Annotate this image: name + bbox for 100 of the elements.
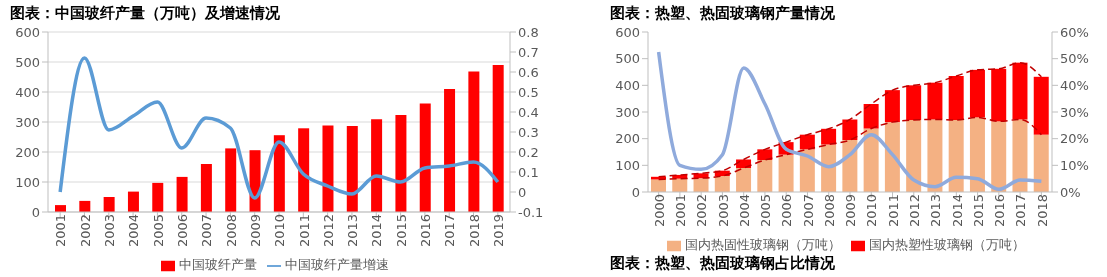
x-tick-label: 2002 [694, 194, 710, 228]
bar [863, 104, 879, 129]
bar [298, 128, 310, 212]
x-tick-label: 2013 [928, 194, 944, 228]
bar [948, 120, 964, 192]
y-tick-label: 300 [615, 104, 640, 120]
x-tick-label: 2011 [885, 194, 901, 228]
bar [969, 69, 985, 118]
y2-tick-label: 20% [1060, 131, 1089, 147]
bar [778, 154, 794, 192]
bar [273, 135, 285, 212]
y2-tick-label: 0.3 [518, 124, 539, 140]
x-tick-label: 2005 [758, 194, 774, 228]
y2-tick-label: 60% [1060, 24, 1089, 40]
x-tick-label: 2003 [102, 214, 118, 248]
x-tick-label: 2018 [1034, 194, 1050, 228]
x-tick-label: 2005 [150, 214, 166, 248]
bar [371, 119, 383, 212]
x-tick-label: 2009 [247, 214, 263, 248]
bar [492, 65, 504, 212]
x-tick-label: 2013 [345, 214, 361, 248]
bar [200, 164, 212, 212]
bar [103, 197, 115, 212]
y-tick-label: 200 [15, 144, 40, 160]
x-tick-label: 2008 [223, 214, 239, 248]
bar [1012, 62, 1028, 120]
y-tick-label: 100 [15, 174, 40, 190]
x-tick-label: 2010 [864, 194, 880, 228]
y-tick-label: 0 [31, 204, 40, 220]
text: 图表：热塑、热固玻璃钢占比情况 [609, 254, 836, 273]
legend-label: 国内热塑性玻璃钢（万吨） [869, 237, 1025, 252]
y-tick-label: 600 [15, 24, 40, 40]
x-tick-label: 2010 [272, 214, 288, 248]
x-tick-label: 2011 [296, 214, 312, 248]
bar [152, 182, 164, 212]
y2-tick-label: 0.5 [518, 84, 539, 100]
bar [927, 82, 943, 120]
bar [176, 176, 188, 212]
y-tick-label: 600 [615, 24, 640, 40]
bar [842, 119, 858, 140]
x-tick-label: 2017 [1013, 194, 1029, 228]
legend-label: 中国玻纤产量增速 [285, 257, 389, 272]
x-tick-label: 2012 [907, 194, 923, 228]
bar [1012, 119, 1028, 192]
x-tick-label: 2018 [466, 214, 482, 248]
y2-tick-label: 0.8 [518, 24, 539, 40]
bar [991, 68, 1007, 122]
bar [991, 121, 1007, 192]
y2-tick-label: 50% [1060, 51, 1089, 67]
y-tick-label: 400 [15, 84, 40, 100]
x-tick-label: 2001 [673, 194, 689, 228]
bar [444, 89, 456, 212]
bar [799, 134, 815, 150]
y2-tick-label: 0.7 [518, 44, 539, 60]
bar [1033, 134, 1049, 192]
line-series [656, 50, 1044, 192]
x-tick-label: 2007 [800, 194, 816, 228]
x-tick-label: 2006 [779, 194, 795, 228]
x-tick-label: 2008 [821, 194, 837, 228]
x-tick-label: 2016 [418, 214, 434, 248]
bar [736, 168, 752, 192]
y2-tick-label: 0 [518, 184, 527, 200]
x-tick-label: 2003 [715, 194, 731, 228]
y-tick-label: 200 [615, 131, 640, 147]
bar [884, 122, 900, 192]
bar [468, 71, 480, 212]
x-tick-label: 2004 [126, 214, 142, 248]
x-tick-label: 2014 [949, 194, 965, 228]
y2-tick-label: 0% [1060, 184, 1081, 200]
x-tick-label: 2014 [369, 214, 385, 248]
legend-label: 国内热固性玻璃钢（万吨） [685, 237, 841, 252]
legend-label: 中国玻纤产量 [179, 257, 257, 272]
bar [948, 76, 964, 120]
bar [821, 128, 837, 145]
y2-tick-label: 0.1 [518, 164, 539, 180]
bar [757, 160, 773, 192]
y-tick-label: 300 [15, 114, 40, 130]
y-tick-label: 100 [615, 157, 640, 173]
y2-tick-label: 0.6 [518, 64, 539, 80]
y-tick-label: 400 [615, 77, 640, 93]
x-tick-label: 2002 [77, 214, 93, 248]
x-tick-label: 2007 [199, 214, 215, 248]
bar [906, 85, 922, 120]
y2-tick-label: 0.2 [518, 144, 539, 160]
bar [395, 115, 407, 212]
y2-tick-label: 40% [1060, 77, 1089, 93]
bar [1033, 76, 1049, 135]
bar [927, 119, 943, 192]
x-tick-label: 2015 [970, 194, 986, 228]
y2-tick-label: 10% [1060, 157, 1089, 173]
bar [714, 176, 730, 192]
bar [225, 148, 237, 212]
bar [127, 191, 139, 212]
bar [863, 128, 879, 192]
bar [906, 120, 922, 192]
y2-tick-label: 30% [1060, 104, 1089, 120]
y-tick-label: 0 [631, 184, 640, 200]
y-tick-label: 500 [15, 54, 40, 70]
x-tick-label: 2017 [442, 214, 458, 248]
x-tick-label: 2016 [992, 194, 1008, 228]
